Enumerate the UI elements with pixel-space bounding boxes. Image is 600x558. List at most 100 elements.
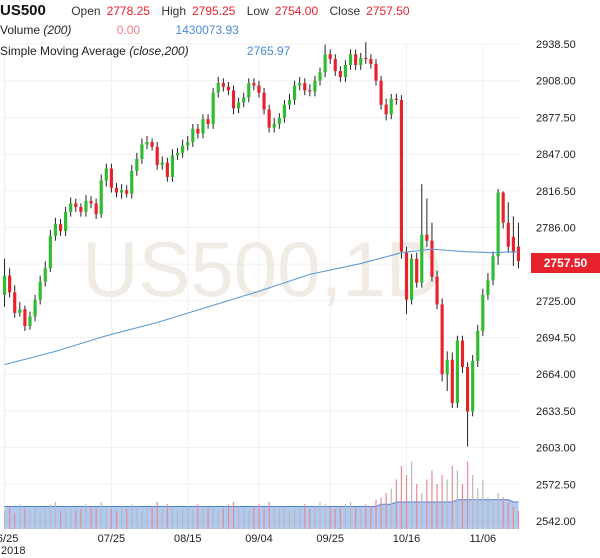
candle: [394, 93, 398, 105]
candle: [328, 49, 332, 64]
volume-bar: [166, 504, 168, 529]
volume-bar: [507, 502, 509, 529]
candle-body: [303, 83, 307, 91]
candle: [511, 216, 515, 266]
candle: [104, 163, 108, 187]
volume-bar: [385, 493, 387, 529]
volume-bar: [141, 511, 143, 529]
volume-bar: [54, 502, 57, 529]
candle: [58, 219, 63, 236]
candle: [430, 222, 434, 282]
volume-bar: [482, 479, 484, 529]
candle: [84, 194, 88, 217]
volume-bar: [512, 506, 514, 529]
candle: [420, 184, 424, 288]
candle: [303, 78, 307, 96]
candle-body: [150, 142, 154, 147]
candle-body: [354, 54, 358, 66]
volume-bar: [217, 511, 219, 529]
candle-body: [384, 104, 388, 115]
candle: [257, 80, 261, 98]
volume-bar: [451, 466, 453, 529]
volume-bar: [253, 506, 255, 529]
open-value: 2778.25: [106, 4, 150, 18]
candle-body: [425, 234, 429, 241]
volume-bar: [146, 508, 148, 529]
date-tick-label: 09/04: [245, 533, 273, 545]
candle: [318, 67, 322, 86]
volume-bar: [156, 502, 158, 529]
volume-bar: [120, 506, 123, 529]
candle: [384, 98, 388, 121]
volume-bar: [176, 511, 179, 529]
candle: [399, 95, 404, 259]
candle: [23, 305, 27, 331]
candle-body: [38, 281, 42, 300]
candle-body: [333, 59, 337, 72]
candle-body: [48, 235, 52, 269]
volume-bar: [212, 506, 214, 529]
candle-body: [191, 128, 195, 143]
candle-body: [8, 275, 12, 293]
volume-bar: [238, 506, 240, 529]
candle-body: [109, 168, 113, 188]
candle: [415, 252, 419, 288]
candle: [89, 196, 93, 209]
candle: [175, 148, 180, 161]
candle-body: [445, 359, 449, 375]
candle: [272, 117, 276, 133]
candle: [114, 182, 119, 198]
volume-bar: [329, 506, 331, 529]
last-price-tag: 2757.50: [531, 253, 600, 273]
candle-body: [64, 211, 68, 232]
candle: [201, 114, 205, 139]
volume-label: Volume: [0, 23, 41, 37]
volume-bar: [131, 504, 133, 529]
candle: [237, 97, 241, 114]
volume-bar: [492, 502, 494, 529]
candle: [338, 66, 342, 82]
volume-bar: [3, 511, 6, 529]
volume-bar: [14, 513, 16, 529]
sma-line: [4, 248, 519, 366]
volume-panel: [3, 461, 520, 529]
candle-body: [359, 57, 363, 66]
volume-bar: [461, 484, 464, 529]
candle-body: [496, 192, 500, 257]
candle: [455, 335, 459, 408]
candle-body: [440, 304, 444, 375]
volume-bar: [85, 504, 87, 529]
volume-bar: [436, 484, 438, 529]
volume-bar: [227, 504, 230, 529]
candle: [221, 78, 225, 92]
candle: [191, 124, 195, 147]
candle: [359, 53, 363, 70]
volume-bar: [319, 502, 321, 529]
candle: [440, 298, 444, 382]
price-tick-label: 2847.00: [536, 149, 576, 161]
volume-bar: [182, 508, 184, 529]
date-tick-label: 09/25: [316, 533, 344, 545]
candle: [450, 352, 454, 408]
candle: [94, 198, 98, 220]
year-label: 2018: [1, 545, 25, 557]
volume-bar: [263, 508, 265, 529]
open-label: Open: [71, 4, 101, 18]
candle: [2, 258, 7, 307]
candle-body: [160, 162, 164, 165]
candle-body: [430, 240, 434, 277]
candle: [135, 152, 139, 176]
candle-body: [135, 158, 139, 171]
candle-body: [491, 256, 495, 281]
volume-bar: [19, 504, 21, 529]
volume-bar: [258, 504, 260, 529]
candle: [170, 149, 175, 182]
candle: [287, 93, 292, 110]
candle: [343, 60, 348, 82]
candle: [410, 253, 414, 305]
candle: [181, 139, 185, 158]
candle: [206, 114, 210, 129]
volume-bar: [360, 508, 362, 529]
volume-bar: [24, 508, 26, 529]
